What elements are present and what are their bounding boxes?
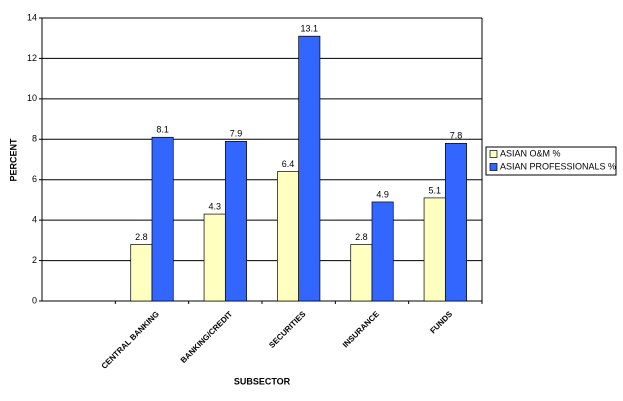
- legend-swatch: [489, 150, 498, 158]
- bar: [151, 136, 174, 302]
- y-tick-label: 6: [32, 174, 37, 184]
- bar: [350, 244, 373, 302]
- legend-label: ASIAN O&M %: [500, 148, 561, 158]
- value-label: 6.4: [282, 159, 295, 169]
- y-tick-label: 12: [27, 53, 37, 63]
- x-tick-label: SECURITIES: [267, 309, 308, 350]
- y-tick-label: 0: [32, 295, 37, 305]
- value-label: 4.9: [376, 189, 389, 199]
- x-tick-label: BANKING/CREDIT: [179, 309, 234, 364]
- x-tick-label: FUNDS: [428, 309, 454, 335]
- bar: [130, 244, 153, 302]
- value-label: 8.1: [156, 125, 169, 135]
- y-tick-label: 4: [32, 215, 37, 225]
- y-tick-label: 2: [32, 255, 37, 265]
- value-label: 2.8: [135, 232, 148, 242]
- x-tick-label: INSURANCE: [341, 309, 381, 349]
- value-label: 7.8: [450, 131, 463, 141]
- value-label: 5.1: [428, 185, 441, 195]
- bar: [277, 171, 300, 302]
- y-tick-label: 10: [27, 93, 37, 103]
- value-label: 7.9: [230, 129, 243, 139]
- value-label: 2.8: [355, 232, 368, 242]
- x-axis-title: SUBSECTOR: [234, 376, 291, 386]
- y-axis-title: PERCENT: [8, 138, 18, 182]
- bar: [444, 142, 467, 302]
- bar: [371, 201, 394, 302]
- bar: [203, 213, 226, 302]
- value-label: 13.1: [301, 24, 319, 34]
- bar: [298, 35, 321, 302]
- value-label: 4.3: [208, 201, 221, 211]
- y-tick-label: 8: [32, 134, 37, 144]
- legend-swatch: [489, 163, 498, 171]
- x-tick-label: CENTRAL BANKING: [100, 310, 161, 371]
- bar: [423, 197, 446, 302]
- y-tick-label: 14: [27, 12, 37, 22]
- legend-box: [485, 146, 617, 176]
- bar: [224, 140, 247, 302]
- legend-label: ASIAN PROFESSIONALS %: [500, 161, 616, 171]
